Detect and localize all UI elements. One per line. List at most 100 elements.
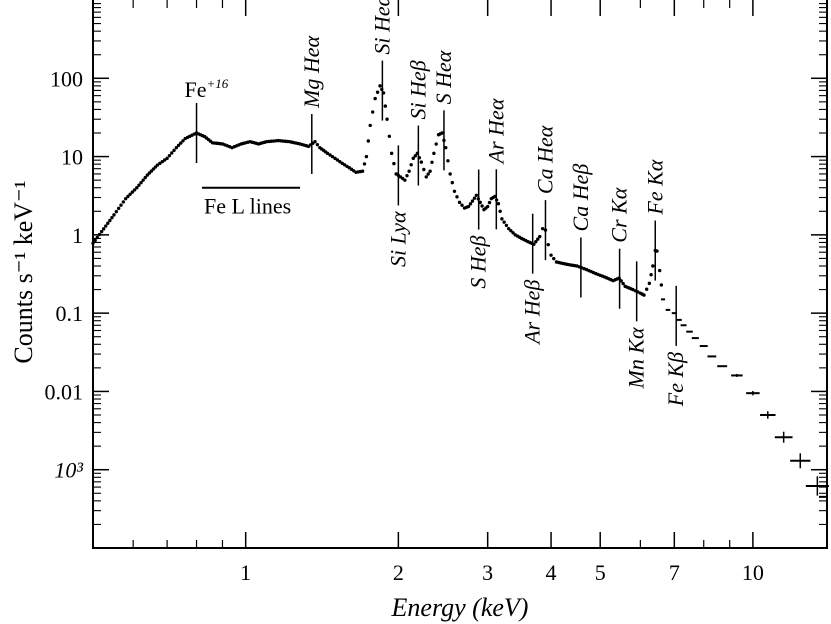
annotation-label: Ca Heβ [568,164,593,232]
annotation-label: Si Heα [369,0,394,55]
data-point [430,160,434,164]
data-point [385,117,389,121]
data-point [181,139,185,143]
data-point [158,161,162,166]
data-point [95,235,100,240]
line-annotation: Mn Kα [624,261,649,389]
y-tick-label: 10 [61,145,83,170]
data-point [360,169,365,173]
y-tick-label: 1 [72,223,83,248]
data-point [411,156,415,161]
data-point [506,226,511,231]
data-point [470,199,475,203]
data-point [116,206,121,211]
data-point [424,175,428,179]
data-point [139,180,143,185]
data-point [549,253,553,257]
data-point [362,162,367,166]
data-point [657,268,662,273]
annotation-label: Ca Heα [532,125,557,194]
data-point [422,167,426,172]
data-point [130,190,135,194]
annotation-label: Cr Kα [607,187,632,242]
data-point [460,203,464,207]
data-point [313,139,317,144]
data-point [647,281,652,286]
annotation-superscript: +16 [207,76,229,91]
data-point [179,141,183,145]
data-point [155,163,160,167]
data-point [167,153,172,158]
annotation-label: Mn Kα [624,327,649,390]
data-point [373,96,377,101]
data-point [143,175,147,180]
data-point [378,84,382,88]
x-axis-title: Energy (keV) [391,593,529,622]
x-tick-label: 10 [742,560,764,585]
x-tick-label: 1 [240,560,251,585]
data-point [480,204,484,208]
y-axis-title: Counts s⁻¹ keV⁻¹ [9,180,38,363]
data-point [141,178,145,182]
line-annotation: Ca Heβ [568,164,593,298]
data-point [474,193,479,198]
data-point [370,110,375,114]
annotation-label: Fe Kβ [663,352,688,407]
data-point [536,237,540,241]
data-point [444,145,448,150]
data-point [114,209,119,214]
data-point [511,231,515,235]
data-point [335,158,340,162]
data-point [644,287,649,291]
data-point [500,217,504,221]
data-point [405,173,409,178]
data-point [428,169,432,173]
data-point [413,154,418,158]
data-point [366,139,371,143]
data-point [330,154,335,159]
data-point [538,234,542,239]
x-tick-label: 4 [546,560,557,585]
line-annotation: Ca Heα [532,125,557,261]
data-point [121,200,126,204]
data-point [123,196,128,201]
data-point [333,156,337,161]
data-point [434,142,438,146]
fe-l-band-label: Fe L lines [204,194,291,219]
data-point [472,196,477,200]
axes [92,0,828,549]
data-point [91,241,95,246]
data-point [97,232,102,237]
data-point [426,172,430,176]
data-point [504,223,509,228]
data-point [176,143,181,148]
line-annotation: Fe Kα [642,159,667,281]
data-point [649,272,653,277]
annotation-label: S Heβ [466,236,491,289]
data-point [135,186,139,190]
data-point [126,194,130,199]
data-point [387,134,392,138]
line-annotation: Ar Heα [483,98,508,230]
data-point [364,154,369,159]
data-point [165,156,169,161]
data-point [389,151,394,156]
annotation-label: Si Lyα [385,211,410,267]
line-annotation: Si Heβ [405,60,430,186]
data-point [163,158,167,162]
data-point [137,183,141,187]
data-point [498,209,502,213]
data-point [101,227,106,231]
annotation-label: Ar Heα [483,98,508,165]
annotation-label: Fe Kα [642,159,667,215]
data-point [160,159,164,164]
data-point [328,153,332,157]
data-point [128,192,132,196]
data-point [642,293,646,297]
line-annotation: Si Lyα [385,145,410,267]
data-point [502,220,506,224]
data-point [93,238,97,243]
data-point [452,189,457,194]
data-point [659,283,664,287]
